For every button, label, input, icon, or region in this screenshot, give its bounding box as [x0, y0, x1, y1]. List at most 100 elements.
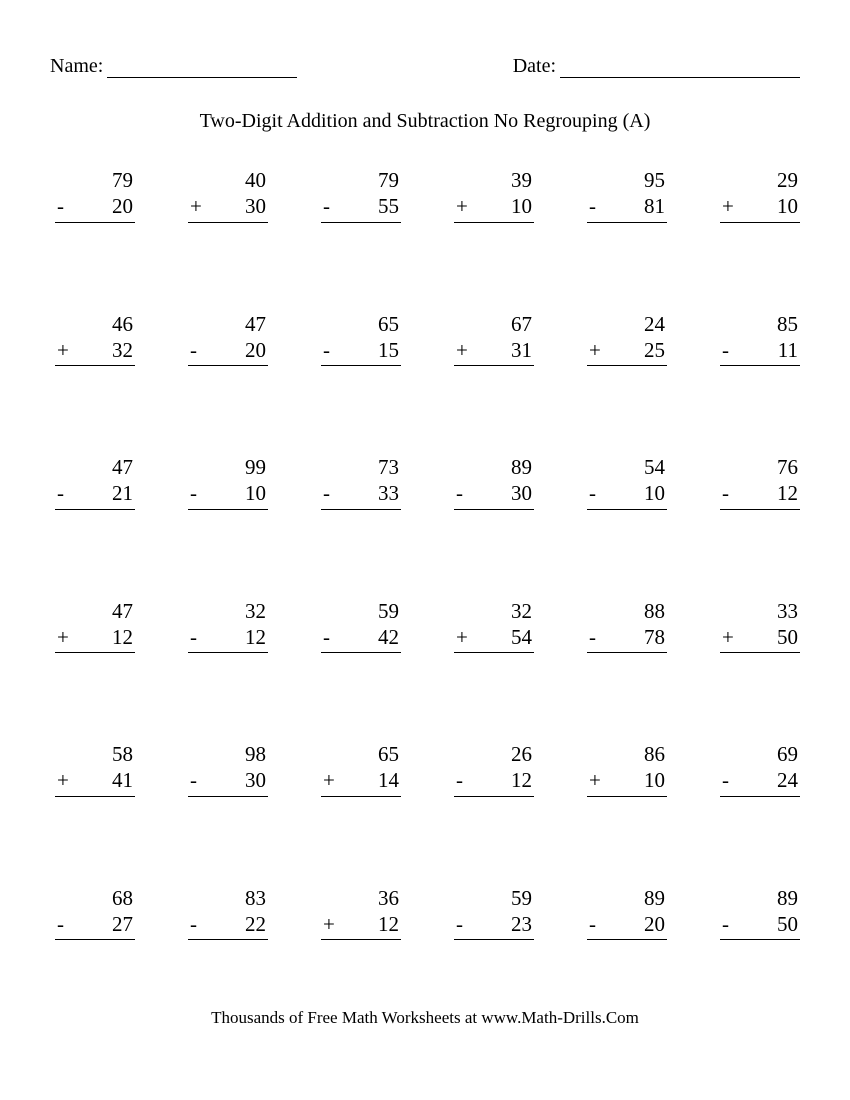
bottom-operand: 20 [644, 911, 665, 937]
bottom-operand: 54 [511, 624, 532, 650]
operator: - [323, 624, 337, 650]
bottom-operand: 32 [112, 337, 133, 363]
math-problem: 36+12 [321, 885, 401, 941]
operator: - [57, 480, 71, 506]
bottom-operand: 25 [644, 337, 665, 363]
operator-row: - 15 [321, 337, 401, 366]
bottom-operand: 10 [511, 193, 532, 219]
operator: - [722, 480, 736, 506]
top-operand: 36 [321, 885, 401, 911]
operator: - [190, 624, 204, 650]
bottom-operand: 50 [777, 624, 798, 650]
top-operand: 46 [55, 311, 135, 337]
top-operand: 79 [55, 167, 135, 193]
bottom-operand: 10 [245, 480, 266, 506]
operator: + [190, 193, 204, 219]
operator: + [456, 337, 470, 363]
footer-text: Thousands of Free Math Worksheets at www… [0, 1008, 850, 1028]
operator-row: +14 [321, 767, 401, 796]
bottom-operand: 10 [644, 480, 665, 506]
operator: - [57, 911, 71, 937]
operator-row: +12 [55, 624, 135, 653]
bottom-operand: 15 [378, 337, 399, 363]
top-operand: 33 [720, 598, 800, 624]
top-operand: 83 [188, 885, 268, 911]
operator: - [722, 337, 736, 363]
top-operand: 54 [587, 454, 667, 480]
operator: - [722, 911, 736, 937]
top-operand: 59 [321, 598, 401, 624]
math-problem: 58+41 [55, 741, 135, 797]
bottom-operand: 24 [777, 767, 798, 793]
top-operand: 29 [720, 167, 800, 193]
bottom-operand: 30 [245, 193, 266, 219]
operator-row: +10 [454, 193, 534, 222]
operator-row: - 10 [587, 480, 667, 509]
operator-row: - 24 [720, 767, 800, 796]
operator-row: -21 [55, 480, 135, 509]
operator-row: -33 [321, 480, 401, 509]
operator-row: +54 [454, 624, 534, 653]
problem-grid: 79-2040+3079-5539+1095-8129+1046+3247-20… [40, 167, 810, 940]
math-problem: 76-12 [720, 454, 800, 510]
date-field: Date: [513, 55, 800, 78]
operator-row: - 27 [55, 911, 135, 940]
bottom-operand: 14 [378, 767, 399, 793]
date-blank-line[interactable] [560, 60, 800, 78]
operator: - [589, 480, 603, 506]
operator-row: +10 [720, 193, 800, 222]
operator: + [456, 624, 470, 650]
operator: - [722, 767, 736, 793]
top-operand: 65 [321, 311, 401, 337]
operator-row: - 81 [587, 193, 667, 222]
bottom-operand: 12 [112, 624, 133, 650]
operator-row: +30 [188, 193, 268, 222]
top-operand: 26 [454, 741, 534, 767]
name-field: Name: [50, 55, 297, 78]
operator: - [456, 480, 470, 506]
operator: - [589, 193, 603, 219]
bottom-operand: 10 [777, 193, 798, 219]
top-operand: 39 [454, 167, 534, 193]
top-operand: 67 [454, 311, 534, 337]
operator-row: +25 [587, 337, 667, 366]
math-problem: 89-30 [454, 454, 534, 510]
bottom-operand: 30 [511, 480, 532, 506]
worksheet-header: Name: Date: [40, 55, 810, 78]
math-problem: 26-12 [454, 741, 534, 797]
math-problem: 40+30 [188, 167, 268, 223]
operator-row: -12 [454, 767, 534, 796]
operator: - [589, 911, 603, 937]
bottom-operand: 78 [644, 624, 665, 650]
name-blank-line[interactable] [107, 60, 297, 78]
bottom-operand: 81 [644, 193, 665, 219]
operator-row: -42 [321, 624, 401, 653]
math-problem: 79-55 [321, 167, 401, 223]
bottom-operand: 12 [245, 624, 266, 650]
math-problem: 99-10 [188, 454, 268, 510]
name-label: Name: [50, 55, 103, 78]
operator: + [589, 337, 603, 363]
math-problem: 98-30 [188, 741, 268, 797]
top-operand: 69 [720, 741, 800, 767]
operator-row: -20 [188, 337, 268, 366]
bottom-operand: 31 [511, 337, 532, 363]
operator-row: - 30 [454, 480, 534, 509]
operator-row: +10 [587, 767, 667, 796]
top-operand: 89 [587, 885, 667, 911]
math-problem: 73-33 [321, 454, 401, 510]
bottom-operand: 27 [112, 911, 133, 937]
top-operand: 79 [321, 167, 401, 193]
operator: - [323, 337, 337, 363]
date-label: Date: [513, 55, 556, 78]
operator-row: -22 [188, 911, 268, 940]
math-problem: 86+10 [587, 741, 667, 797]
bottom-operand: 23 [511, 911, 532, 937]
operator: - [323, 480, 337, 506]
operator: - [57, 193, 71, 219]
operator-row: -78 [587, 624, 667, 653]
operator: + [456, 193, 470, 219]
top-operand: 47 [188, 311, 268, 337]
top-operand: 65 [321, 741, 401, 767]
math-problem: 33+50 [720, 598, 800, 654]
